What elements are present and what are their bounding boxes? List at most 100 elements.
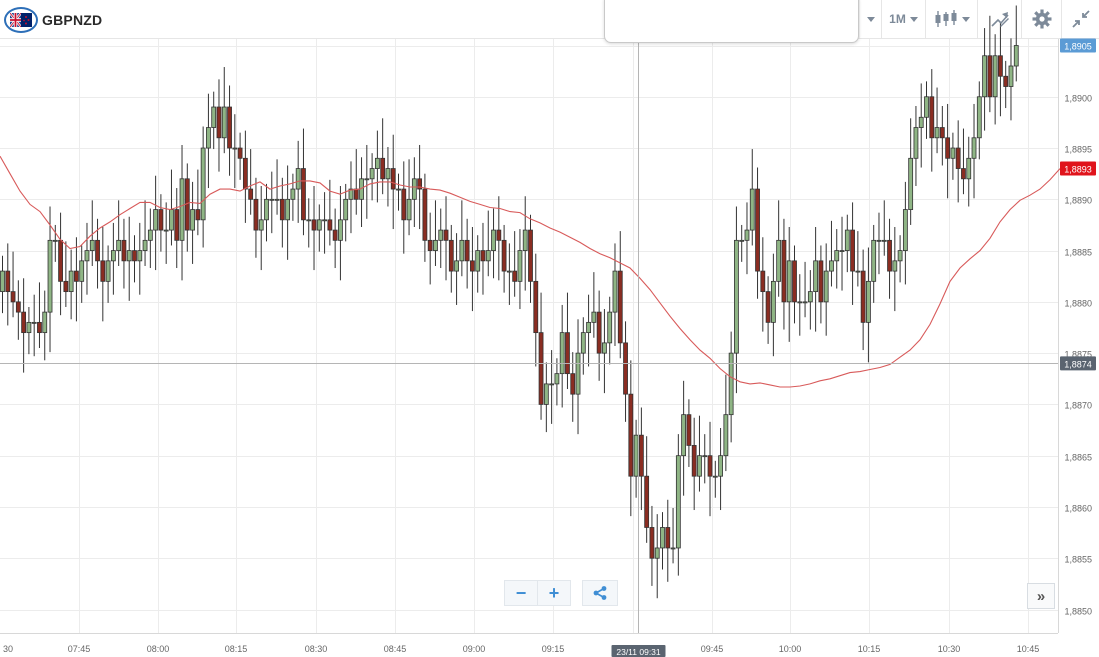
candle-body-down <box>496 229 502 241</box>
price-tick-label: 1,8875 <box>1064 350 1092 360</box>
candle-body-up <box>374 157 380 169</box>
candle <box>998 21 1003 117</box>
zoom-out-button[interactable]: − <box>504 580 538 606</box>
candle <box>829 220 834 287</box>
price-tick-label: 1,8850 <box>1064 607 1092 617</box>
candle <box>269 171 275 234</box>
candle-body-down <box>850 229 855 272</box>
drawing-tools-button[interactable] <box>977 0 1021 38</box>
candle-body-down <box>765 291 771 323</box>
candle-body-up <box>866 280 871 323</box>
timeframe-button[interactable]: 1M <box>881 0 925 38</box>
chart-type-button[interactable] <box>925 0 977 38</box>
candle <box>190 181 195 264</box>
candle <box>496 196 502 281</box>
candle-body-up <box>110 250 116 262</box>
crosshair-time-badge: 23/11 09:31 <box>611 645 666 657</box>
candle-body-up <box>554 373 560 385</box>
candle <box>929 69 935 172</box>
zoom-in-button[interactable]: + <box>537 580 571 606</box>
time-tick-label: 08:00 <box>147 644 170 654</box>
candle <box>586 294 591 367</box>
share-button[interactable] <box>582 580 618 606</box>
candle-body-down <box>961 168 966 180</box>
candle <box>691 417 697 511</box>
candle-body-down <box>929 96 935 139</box>
candle <box>770 253 776 357</box>
candle-body-up <box>723 414 729 457</box>
candle <box>839 216 845 291</box>
candle <box>844 214 850 273</box>
candle-body-down <box>464 239 470 262</box>
settings-button[interactable] <box>1021 0 1061 38</box>
candle <box>195 169 201 236</box>
grid-lines <box>0 38 1058 633</box>
candle-body-up <box>396 188 401 191</box>
candle <box>950 132 956 180</box>
time-tick-label: 10:45 <box>1017 644 1040 654</box>
candle <box>206 93 211 189</box>
candle-body-down <box>253 198 259 231</box>
candle-body-down <box>401 188 407 221</box>
dropdown-panel[interactable] <box>604 0 859 43</box>
candle-body-up <box>823 270 829 303</box>
candle-body-up <box>670 547 676 550</box>
candle-body-down <box>755 188 760 272</box>
candle <box>649 505 655 586</box>
candle <box>786 227 792 342</box>
dropdown-toggle-button[interactable] <box>859 0 881 38</box>
candle <box>364 144 370 219</box>
candle-body-down <box>792 260 797 303</box>
candle-body-up <box>776 239 782 282</box>
candle <box>132 235 137 283</box>
candle <box>153 175 159 271</box>
collapse-button[interactable] <box>1061 0 1099 38</box>
candle <box>79 245 85 303</box>
time-tick-label: 09:00 <box>463 644 486 654</box>
candle-body-up <box>0 270 5 293</box>
settings-gear-icon <box>1032 9 1051 29</box>
candle-body-down <box>628 393 634 477</box>
candles <box>0 5 1019 599</box>
symbol-name: GBPNZD <box>42 12 103 28</box>
candle-body-down <box>327 219 333 231</box>
candle <box>918 83 924 168</box>
candle <box>411 157 417 228</box>
candle-body-up <box>744 229 750 241</box>
candle <box>607 296 613 365</box>
candle-body-up <box>902 209 908 251</box>
candle-body-down <box>100 260 106 282</box>
high-price-badge: 1,8905 <box>1060 38 1096 53</box>
candle-body-down <box>5 270 11 293</box>
candle <box>739 224 745 262</box>
candle <box>987 15 993 113</box>
candle <box>945 103 951 199</box>
candle-body-up <box>290 188 296 200</box>
candle <box>876 212 882 275</box>
candle-body-up <box>322 219 327 222</box>
candle-body-up <box>385 168 391 180</box>
crosshair <box>0 38 1058 633</box>
candle <box>702 434 708 484</box>
candle-body-down <box>955 147 961 169</box>
candle-body-down <box>158 209 164 231</box>
candle-body-down <box>417 178 423 190</box>
candle <box>554 358 560 406</box>
candle <box>47 206 53 353</box>
candle <box>665 499 671 582</box>
candle-body-up <box>712 475 718 478</box>
candle <box>871 224 877 303</box>
price-tick-label: 1,8895 <box>1064 145 1092 155</box>
scroll-to-latest-button[interactable]: » <box>1027 583 1055 609</box>
candle <box>464 218 470 289</box>
candle-body-down <box>380 157 386 180</box>
candle-body-up <box>749 188 755 231</box>
symbol-selector[interactable]: GBPNZD <box>4 6 102 34</box>
candlestick-type-icon <box>935 10 956 27</box>
candle-body-up <box>316 219 322 231</box>
candle <box>596 290 602 381</box>
candle-body-up <box>728 352 734 416</box>
candle-body-up <box>982 55 987 98</box>
candle-body-up <box>274 198 280 201</box>
